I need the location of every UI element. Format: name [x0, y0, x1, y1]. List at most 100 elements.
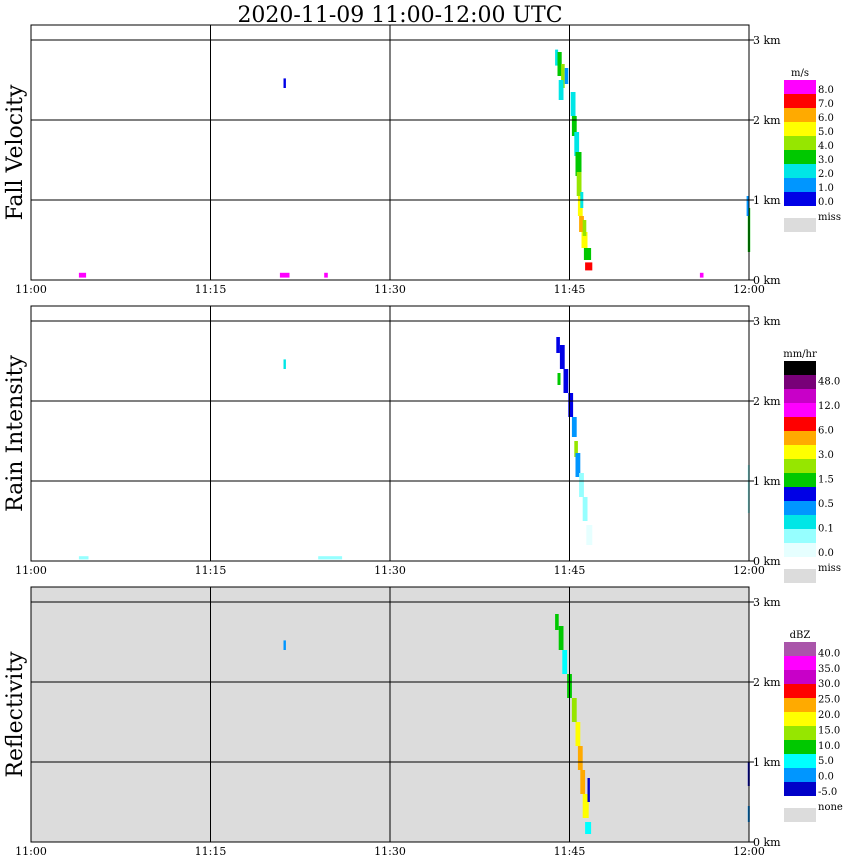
colorbar-swatch: [784, 768, 816, 782]
echo-cell: [558, 80, 564, 100]
colorbar-swatch: [784, 108, 816, 122]
echo-cell: [555, 49, 559, 66]
echo-cell: [699, 272, 704, 278]
echo-cell: [576, 172, 582, 196]
colorbar-swatch: [784, 670, 816, 684]
colorbar-swatch: [784, 192, 816, 206]
colorbar-swatch: [784, 164, 816, 178]
colorbar-label: 4.0: [818, 141, 834, 152]
colorbar-swatch: [784, 698, 816, 712]
echo-cell: [78, 556, 89, 560]
x-tick-label: 11:15: [195, 564, 227, 577]
echo-cell: [574, 441, 578, 457]
colorbar-label: 5.0: [818, 756, 834, 767]
y-tick-label: 0 km: [753, 274, 781, 287]
colorbar-swatch: [784, 80, 816, 94]
echo-cell: [579, 473, 584, 497]
colorbar-label: 0.5: [818, 499, 834, 510]
colorbar-unit: mm/hr: [783, 349, 817, 360]
y-tick-label: 3 km: [753, 34, 781, 47]
figure-title: 2020-11-09 11:00-12:00 UTC: [237, 3, 562, 28]
colorbar-missing-label: none: [818, 802, 843, 813]
colorbar-label: 6.0: [818, 113, 834, 124]
echo-cell: [582, 497, 588, 521]
echo-cell: [283, 359, 286, 369]
y-axis-title: Fall Velocity: [3, 84, 28, 220]
colorbar-swatch: [784, 543, 816, 557]
x-tick-label: 12:00: [733, 564, 765, 577]
colorbar-swatch: [784, 361, 816, 375]
echo-cell: [586, 525, 593, 545]
y-axis-title: Reflectivity: [3, 651, 28, 778]
x-tick-label: 11:45: [554, 845, 586, 858]
echo-cell: [556, 337, 560, 353]
echo-cell: [587, 778, 590, 802]
echo-cell: [324, 272, 328, 278]
colorbar-missing-label: miss: [818, 563, 841, 574]
colorbar-swatch: [784, 684, 816, 698]
colorbar-label: 0.0: [818, 197, 834, 208]
colorbar-label: 0.0: [818, 548, 834, 559]
colorbar-label: 8.0: [818, 85, 834, 96]
colorbar-swatch: [784, 473, 816, 487]
echo-cell: [575, 453, 581, 477]
colorbar-label: 5.0: [818, 127, 834, 138]
colorbar-unit: dBZ: [790, 630, 811, 641]
x-tick-label: 12:00: [733, 845, 765, 858]
colorbar-swatch: [784, 515, 816, 529]
x-tick-label: 11:45: [554, 564, 586, 577]
plot-frame: [30, 586, 750, 843]
colorbar-swatch: [784, 656, 816, 670]
x-tick-label: 12:00: [733, 283, 765, 296]
colorbar-label: 12.0: [818, 401, 840, 412]
colorbar-swatch: [784, 403, 816, 417]
echo-cell: [568, 393, 574, 417]
echo-cell: [582, 794, 589, 818]
colorbar-swatch: [784, 487, 816, 501]
plot-frame: [30, 24, 750, 281]
echo-cell: [571, 116, 577, 136]
colorbar-missing-swatch: [784, 808, 816, 822]
colorbar-swatch: [784, 459, 816, 473]
echo-cell: [318, 556, 343, 560]
colorbar-swatch: [784, 754, 816, 768]
colorbar-unit: m/s: [791, 68, 809, 79]
colorbar-swatch: [784, 712, 816, 726]
echo-cell: [583, 248, 592, 260]
y-axis-title: Rain Intensity: [3, 354, 28, 511]
colorbar-label: 3.0: [818, 450, 834, 461]
echo-cell: [575, 722, 581, 746]
echo-cell: [579, 216, 584, 232]
echo-cell: [746, 196, 749, 216]
colorbar-label: 25.0: [818, 695, 840, 706]
x-tick-label: 11:30: [374, 283, 406, 296]
colorbar-swatch: [784, 389, 816, 403]
echo-cell: [571, 417, 577, 437]
echo-cell: [570, 92, 576, 116]
x-tick-label: 11:30: [374, 845, 406, 858]
colorbar-swatch: [784, 445, 816, 459]
colorbar-swatch: [784, 178, 816, 192]
y-tick-label: 0 km: [753, 836, 781, 849]
colorbar-missing-swatch: [784, 569, 816, 583]
colorbar-label: 30.0: [818, 679, 840, 690]
colorbar-label: 35.0: [818, 664, 840, 675]
echo-cell: [279, 272, 290, 278]
y-tick-label: 3 km: [753, 596, 781, 609]
x-tick-label: 11:30: [374, 564, 406, 577]
colorbar-label: 15.0: [818, 725, 840, 736]
colorbar-swatch: [784, 94, 816, 108]
colorbar-label: 48.0: [818, 377, 840, 388]
echo-cell: [574, 132, 580, 156]
panel-fall-velocity: 11:00 11:15 11:30 11:45 12:000 km 1 km 2 km 3 k…: [3, 24, 841, 296]
x-tick-label: 11:45: [554, 283, 586, 296]
y-tick-label: 1 km: [753, 194, 781, 207]
colorbar-swatch: [784, 501, 816, 515]
x-tick-label: 11:00: [15, 283, 47, 296]
x-tick-label: 11:15: [195, 283, 227, 296]
y-tick-label: 0 km: [753, 555, 781, 568]
y-tick-label: 2 km: [753, 114, 781, 127]
echo-cell: [562, 650, 568, 674]
echo-cell: [78, 272, 87, 278]
